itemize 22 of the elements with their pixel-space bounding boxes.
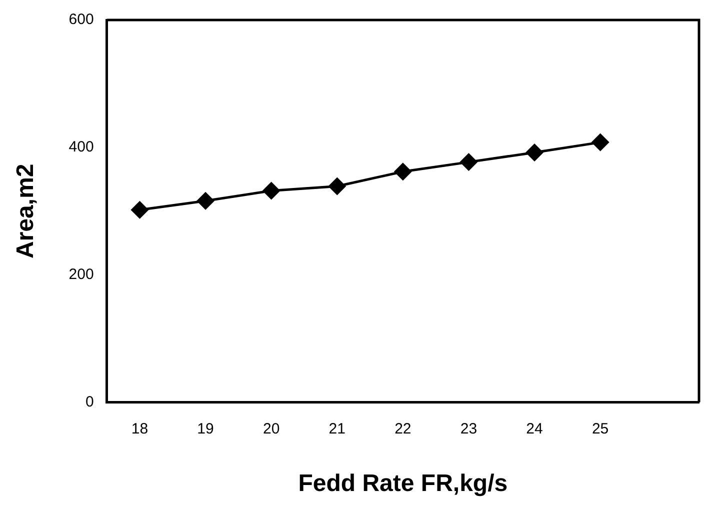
- x-tick-label: 18: [131, 420, 148, 438]
- x-axis-title: Fedd Rate FR,kg/s: [298, 470, 508, 498]
- y-tick-label: 200: [68, 266, 94, 283]
- x-tick-label: 25: [592, 420, 609, 438]
- x-tick-label: 24: [526, 420, 543, 438]
- point: [328, 177, 346, 196]
- x-tick-label: 19: [197, 420, 214, 438]
- y-tick-label: 600: [68, 11, 94, 28]
- point: [591, 133, 610, 152]
- x-tick-label: 22: [394, 420, 412, 438]
- point: [526, 143, 544, 162]
- point: [394, 162, 412, 181]
- y-tick-label: 400: [68, 138, 94, 156]
- point: [460, 153, 478, 172]
- point: [130, 200, 149, 219]
- x-tick-label: 20: [262, 420, 280, 438]
- x-tick-label: 21: [328, 420, 346, 438]
- y-tick-label: 0: [85, 393, 94, 410]
- y-axis-title: Area,m2: [12, 164, 40, 258]
- point: [262, 182, 280, 200]
- x-tick-label: 23: [460, 420, 478, 438]
- point: [196, 192, 215, 210]
